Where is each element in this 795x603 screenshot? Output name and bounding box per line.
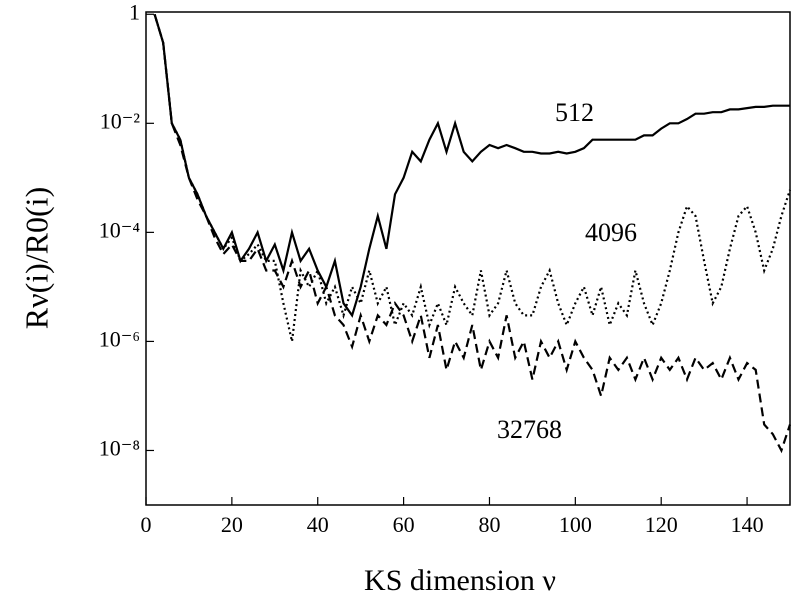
x-tick-label: 60 xyxy=(393,512,415,537)
x-tick-label: 0 xyxy=(141,512,152,537)
x-tick-label: 140 xyxy=(731,512,764,537)
y-axis-label: Rν(i)/R0(i) xyxy=(18,187,54,329)
x-tick-label: 40 xyxy=(307,512,329,537)
series-line xyxy=(153,13,792,454)
x-tick-label: 20 xyxy=(221,512,243,537)
y-tick-label: 10⁻⁶ xyxy=(99,326,140,351)
x-tick-label: 120 xyxy=(645,512,678,537)
y-tick-label: 10⁻⁴ xyxy=(99,217,141,242)
series-line xyxy=(153,13,790,318)
series-label: 4096 xyxy=(585,218,637,247)
series-line xyxy=(153,13,792,342)
x-tick-label: 80 xyxy=(478,512,500,537)
x-axis-label: KS dimension ν xyxy=(364,564,556,597)
plot-frame xyxy=(145,11,791,506)
y-tick-label: 1 xyxy=(129,0,140,24)
series-label: 32768 xyxy=(497,415,562,444)
series-label: 512 xyxy=(555,98,594,127)
x-tick-label: 100 xyxy=(559,512,592,537)
y-tick-label: 10⁻⁸ xyxy=(99,436,140,461)
y-tick-label: 10⁻² xyxy=(100,108,141,133)
